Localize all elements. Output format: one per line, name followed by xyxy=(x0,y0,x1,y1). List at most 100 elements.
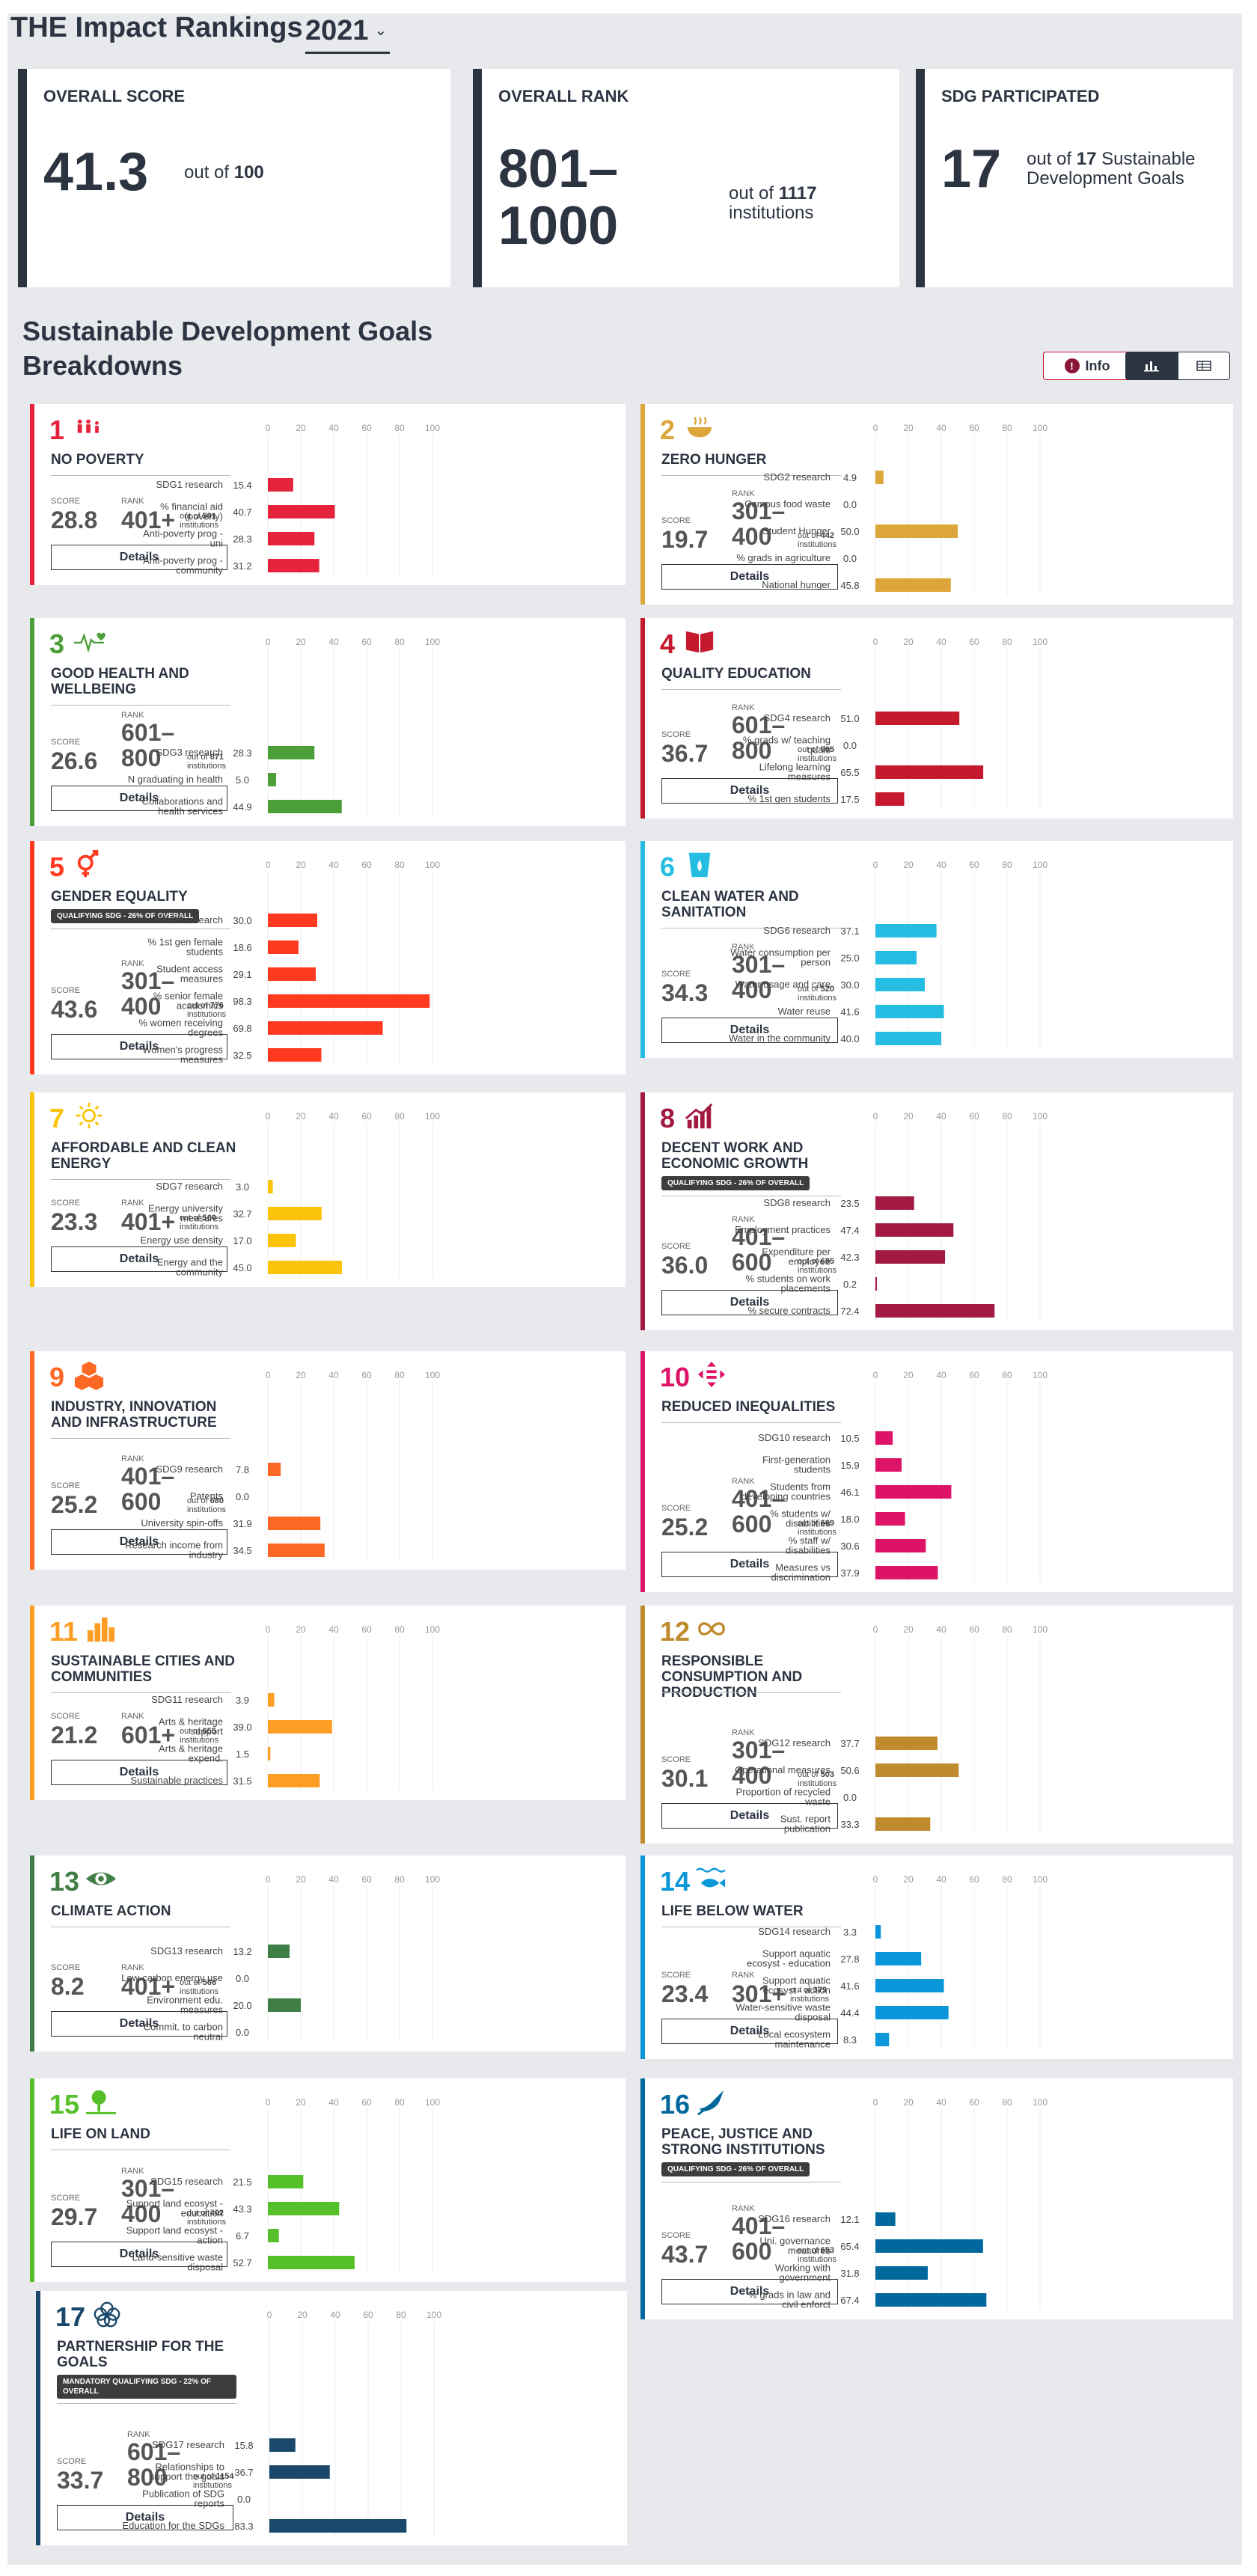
details-button[interactable]: Details xyxy=(51,1246,227,1272)
axis-tick-label: 80 xyxy=(1002,1874,1012,1885)
category-label: academics xyxy=(177,1000,224,1012)
details-button[interactable]: Details xyxy=(51,545,227,570)
score-value: 19.7 xyxy=(661,526,709,553)
rank-value: 301– xyxy=(732,498,786,524)
category-label: measures xyxy=(180,2004,224,2016)
rank-out-of: out of 402 institutions xyxy=(187,2209,226,2227)
axis-tick-label: 0 xyxy=(873,1111,878,1122)
axis-tick-label: 80 xyxy=(1002,1111,1012,1122)
axis-tick-label: 80 xyxy=(394,860,405,870)
sdg-number: 14 xyxy=(660,1866,691,1897)
sdg-card-4: 4 QUALITY EDUCATION SCORE 36.7 RANK 601– 800 ou… xyxy=(640,618,1233,819)
axis-tick-label: 80 xyxy=(394,2097,405,2108)
axis-tick-label: 100 xyxy=(426,2310,441,2320)
rank-label: RANK xyxy=(732,2204,755,2213)
category-label: placements xyxy=(781,1283,831,1294)
sdg-card-15: 15 LIFE ON LAND SCORE 29.7 RANK 301– 400 out of… xyxy=(30,2078,626,2282)
axis-tick-label: 100 xyxy=(425,1874,440,1885)
overall-rank-card: OVERALL RANK 801– 1000 out of 1117 instit… xyxy=(473,69,899,287)
details-button[interactable]: Details xyxy=(51,1760,227,1785)
bar xyxy=(875,1196,914,1210)
details-button[interactable]: Details xyxy=(661,564,838,590)
sdg-name: REDUCED INEQUALITIES xyxy=(661,1399,836,1415)
bar-value-label: 0.0 xyxy=(236,1491,249,1502)
water-drop-icon xyxy=(688,852,711,878)
category-label: Anti-poverty prog - xyxy=(143,528,223,539)
sdg-bar-chart: 0 20 40 60 80 100 SDG3 research 28.3 N graduatin… xyxy=(128,637,440,817)
category-label: SDG12 research xyxy=(758,1737,831,1749)
axis-tick-label: 100 xyxy=(1033,1111,1048,1122)
category-label: discrimination xyxy=(771,1572,831,1583)
rank-value-end: 400 xyxy=(121,2200,162,2227)
axis-tick-label: 20 xyxy=(296,423,306,433)
bar-value-label: 69.8 xyxy=(233,1023,251,1034)
rank-value: 401+ xyxy=(121,1973,176,2000)
sdg-bar-chart: 0 20 40 60 80 100 SDG16 research 12.1 Uni. gover… xyxy=(748,2097,1048,2310)
bar xyxy=(268,2175,304,2188)
bar-value-label: 0.0 xyxy=(236,2027,249,2038)
rank-label: RANK xyxy=(732,1215,755,1224)
axis-tick-label: 60 xyxy=(361,637,372,647)
sdg-number: 4 xyxy=(660,628,676,659)
details-button[interactable]: Details xyxy=(661,2279,838,2304)
details-button[interactable]: Details xyxy=(51,1529,227,1555)
details-button[interactable]: Details xyxy=(51,786,227,811)
details-button[interactable]: Details xyxy=(661,1018,838,1043)
details-button[interactable]: Details xyxy=(661,1552,838,1577)
divider xyxy=(661,1692,841,1693)
score-label: SCORE xyxy=(51,986,81,995)
details-button[interactable]: Details xyxy=(51,2011,227,2037)
axis-tick-label: 80 xyxy=(394,637,405,647)
table-view-button[interactable] xyxy=(1178,352,1230,380)
info-button[interactable]: ! Info xyxy=(1043,352,1131,380)
category-label: community xyxy=(176,1267,223,1278)
bar xyxy=(268,940,299,954)
sdg-number: 10 xyxy=(660,1362,691,1392)
category-label: Education for the SDGs xyxy=(122,2520,224,2531)
info-label: Info xyxy=(1085,358,1110,373)
score-value: 8.2 xyxy=(51,1973,85,2000)
details-button[interactable]: Details xyxy=(51,2242,227,2267)
year-select[interactable]: 2021 ⌄ xyxy=(305,14,391,54)
details-button[interactable]: Details xyxy=(51,1034,227,1059)
details-button[interactable]: Details xyxy=(661,2019,838,2044)
bar-value-label: 51.0 xyxy=(840,713,859,724)
axis-tick-label: 80 xyxy=(1002,1370,1012,1380)
sdg-number: 9 xyxy=(49,1362,65,1392)
category-label: Research income from xyxy=(125,1540,223,1551)
category-label: N graduating in health xyxy=(128,774,223,785)
details-button[interactable]: Details xyxy=(57,2505,233,2530)
score-label: SCORE xyxy=(661,730,691,739)
rank-label: RANK xyxy=(732,943,755,952)
bar-value-label: 40.0 xyxy=(840,1033,859,1044)
score-value: 33.7 xyxy=(57,2467,104,2494)
bar xyxy=(268,1998,301,2012)
category-label: SDG6 research xyxy=(763,925,831,936)
bar-value-label: 12.1 xyxy=(840,2214,859,2225)
chart-view-button[interactable] xyxy=(1125,352,1178,380)
category-label: Support aquatic xyxy=(762,1948,831,1959)
sdg-name: INDUSTRY, INNOVATION AND INFRASTRUCTURE xyxy=(51,1399,217,1431)
rank-value-end: 600 xyxy=(732,1249,772,1276)
score-value: 21.2 xyxy=(51,1722,98,1749)
bar xyxy=(268,2229,279,2242)
details-button[interactable]: Details xyxy=(661,1803,838,1829)
axis-tick-label: 100 xyxy=(425,860,440,870)
bar xyxy=(268,478,293,492)
score-label: SCORE xyxy=(661,2231,691,2240)
bar xyxy=(268,1261,342,1274)
bar xyxy=(268,1180,273,1193)
details-button[interactable]: Details xyxy=(661,778,838,804)
axis-tick-label: 0 xyxy=(266,423,271,433)
bar xyxy=(875,1223,954,1237)
rank-value: 401– xyxy=(732,1223,786,1250)
sdg-bar-chart: 0 20 40 60 80 100 SDG11 research 3.9 Arts & heri… xyxy=(130,1624,440,1791)
details-button[interactable]: Details xyxy=(661,1290,838,1315)
axis-tick-label: 100 xyxy=(425,637,440,647)
bar-value-label: 15.9 xyxy=(840,1460,859,1471)
chevron-down-icon: ⌄ xyxy=(374,22,388,39)
category-label: Students from xyxy=(770,1481,831,1493)
axis-tick-label: 0 xyxy=(873,860,878,870)
bar xyxy=(875,578,951,592)
axis-tick-label: 80 xyxy=(1002,2097,1012,2108)
